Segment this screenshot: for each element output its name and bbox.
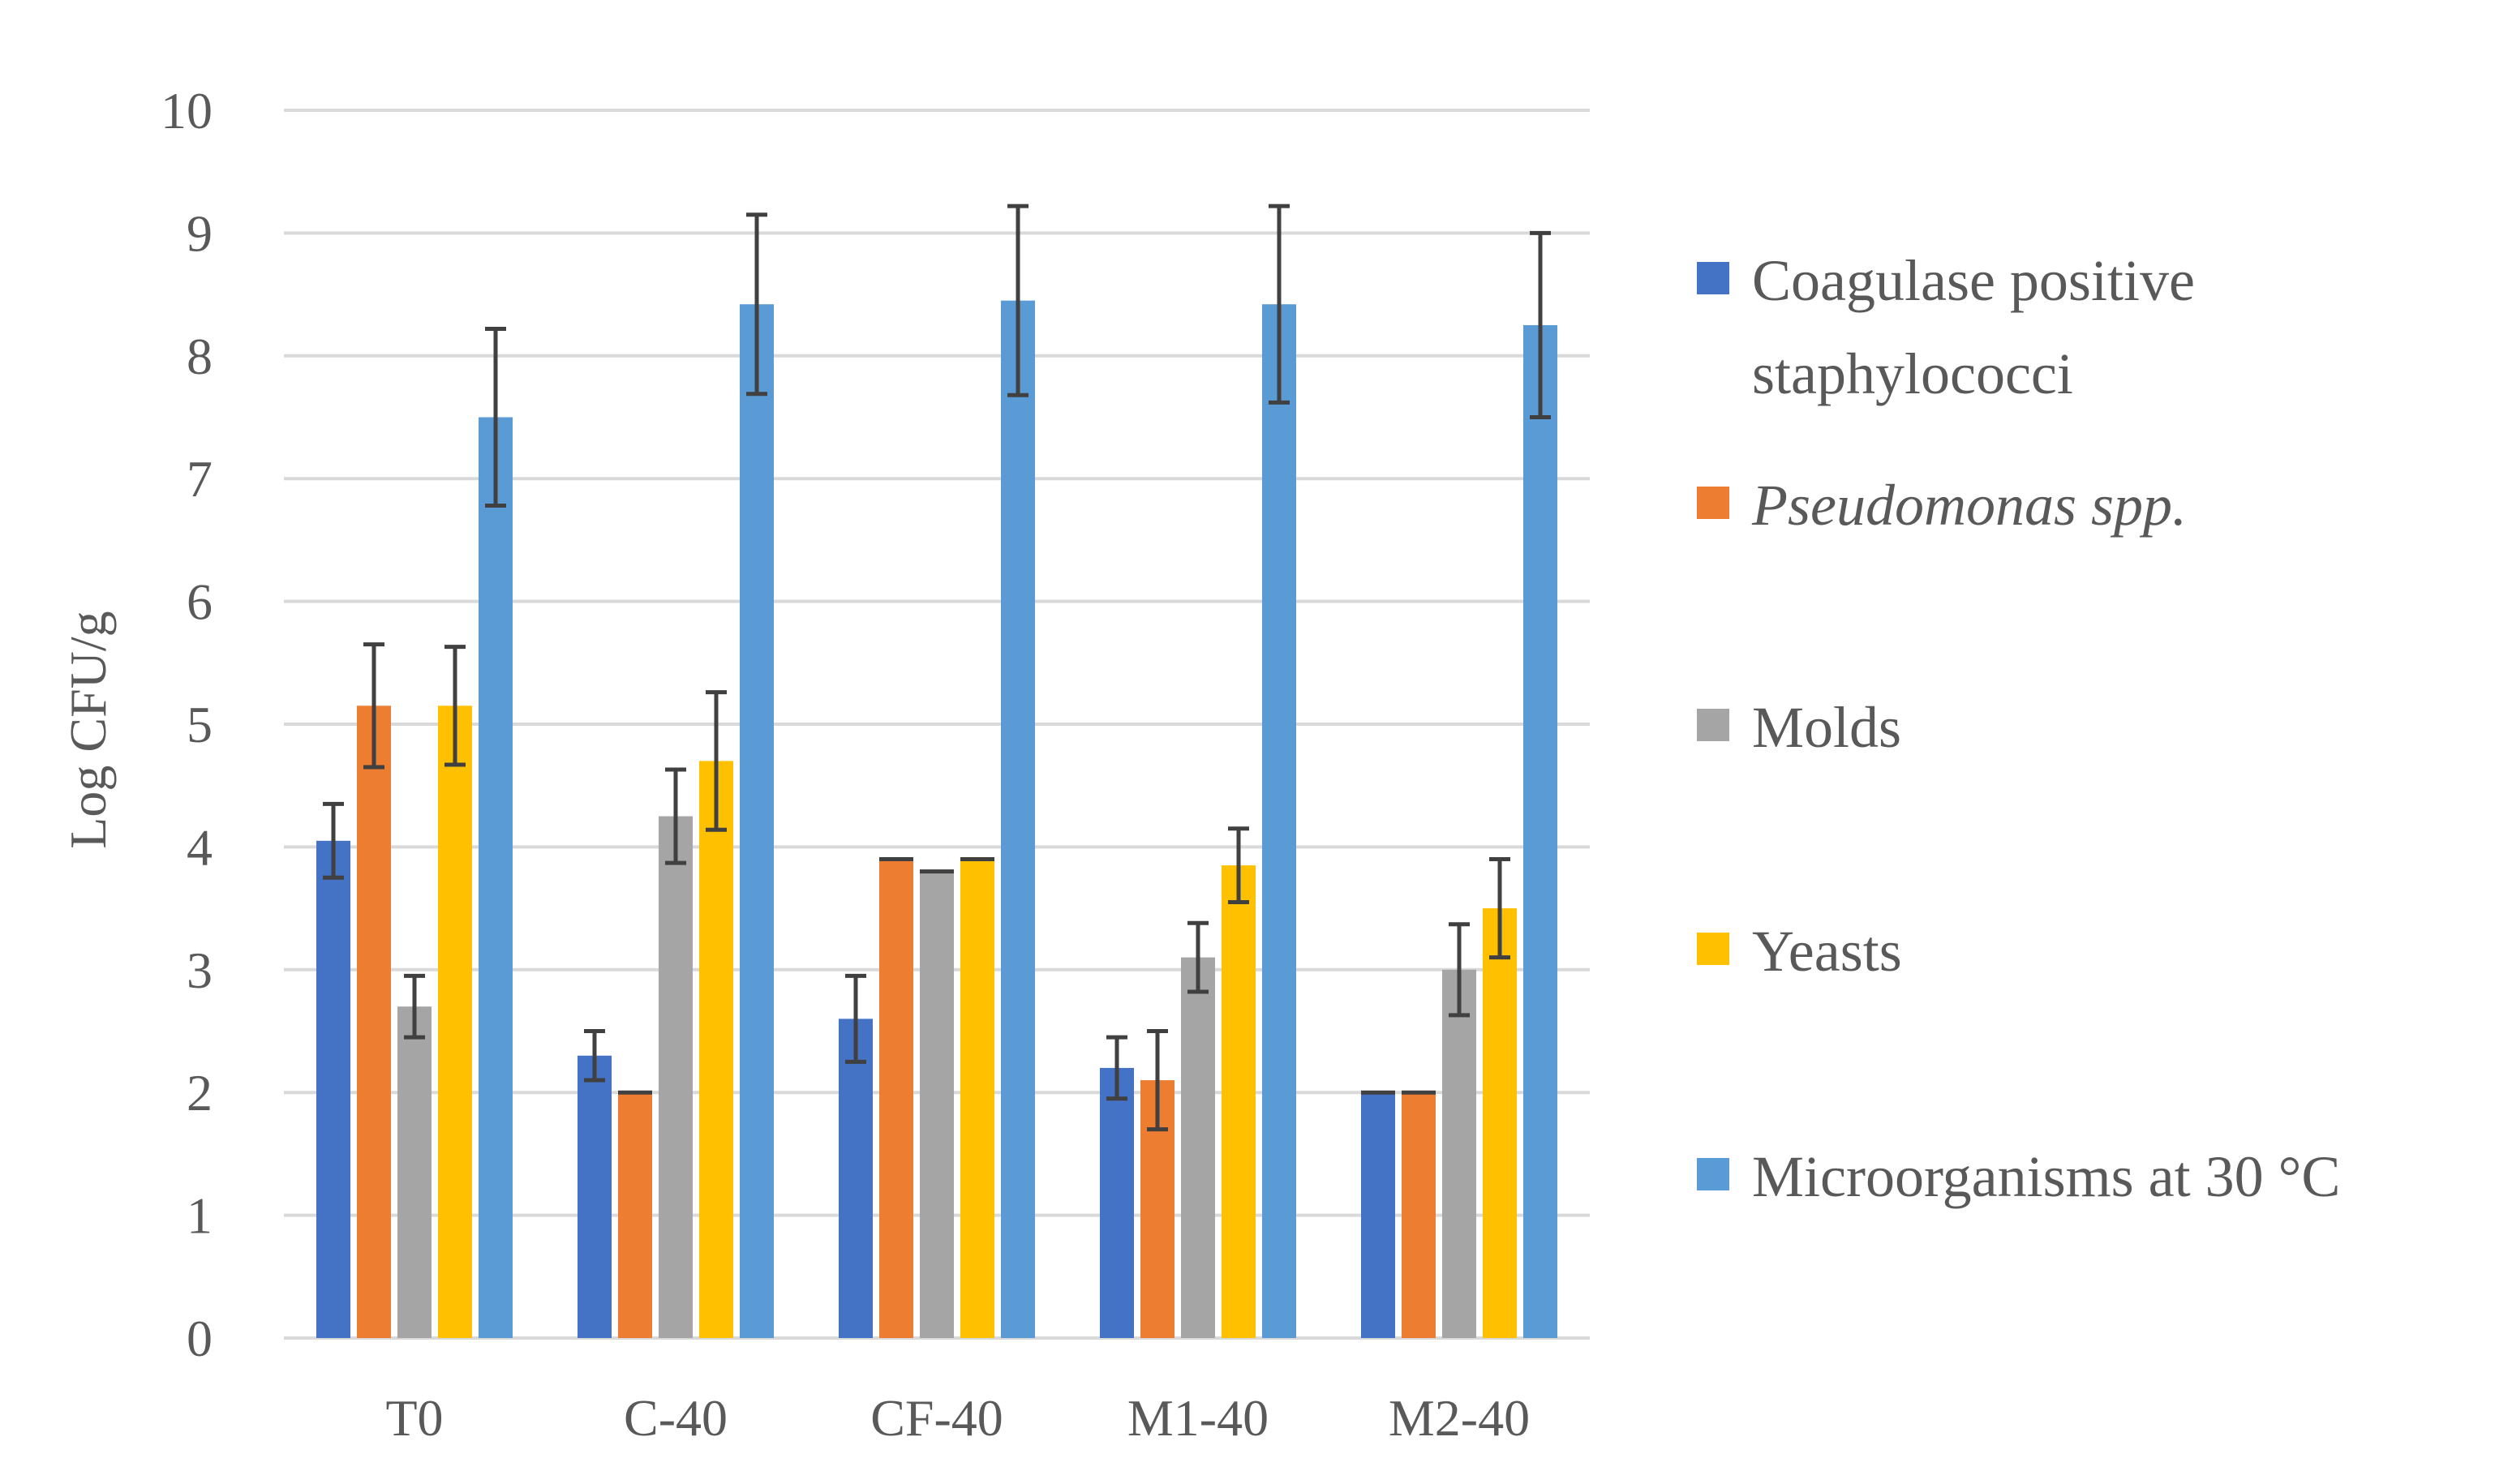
y-tick-label: 4 <box>187 818 213 876</box>
bar <box>1361 1092 1395 1338</box>
bar <box>1001 300 1035 1338</box>
legend-label: Yeasts <box>1752 919 1902 984</box>
legend-swatch <box>1697 709 1729 741</box>
y-tick-label: 2 <box>187 1064 213 1122</box>
x-tick-label: C-40 <box>624 1389 728 1447</box>
y-tick-label: 8 <box>187 328 213 385</box>
y-axis-ticks: 0 1 2 3 4 5 6 7 8 9 10 <box>161 82 213 1367</box>
bar <box>1523 324 1557 1339</box>
bar <box>1100 1067 1134 1338</box>
x-tick-label: M2-40 <box>1389 1389 1530 1447</box>
bar <box>578 1055 612 1338</box>
bar <box>357 706 391 1338</box>
x-tick-label: T0 <box>385 1389 443 1447</box>
error-bars <box>323 204 1551 1132</box>
y-tick-label: 6 <box>187 573 213 631</box>
bar <box>1181 957 1215 1338</box>
y-tick-label: 9 <box>187 204 213 262</box>
legend-label: staphylococci <box>1752 341 2073 406</box>
bar <box>1402 1092 1436 1338</box>
x-tick-label: M1-40 <box>1127 1389 1269 1447</box>
legend-swatch <box>1697 262 1729 294</box>
legend-label: Pseudomonas spp. <box>1751 473 2187 538</box>
legend-swatch <box>1697 487 1729 519</box>
bar <box>1483 908 1517 1338</box>
bar <box>1442 969 1476 1338</box>
x-tick-label: CF-40 <box>870 1389 1003 1447</box>
bar <box>438 706 472 1338</box>
bar <box>699 761 733 1338</box>
bar <box>1262 304 1296 1338</box>
legend-label: Microorganisms at 30 °C <box>1752 1144 2340 1209</box>
bar <box>316 840 350 1338</box>
y-tick-label: 10 <box>161 82 213 139</box>
bar <box>397 1006 432 1338</box>
legend-swatch <box>1697 1158 1729 1190</box>
legend-label: Coagulase positive <box>1752 248 2195 313</box>
y-tick-label: 3 <box>187 941 213 999</box>
bars <box>316 300 1557 1339</box>
bar <box>879 859 913 1338</box>
x-axis-ticks: T0 C-40 CF-40 M1-40 M2-40 <box>385 1389 1530 1447</box>
legend-label: Molds <box>1752 695 1901 760</box>
bar <box>618 1092 652 1338</box>
y-tick-label: 7 <box>187 450 213 508</box>
bar <box>740 304 774 1338</box>
bar <box>839 1019 873 1338</box>
bar <box>920 871 954 1338</box>
y-tick-label: 5 <box>187 696 213 753</box>
legend-swatch <box>1697 933 1729 965</box>
y-axis-label: Log CFU/g <box>59 611 117 848</box>
bar <box>1222 865 1256 1338</box>
legend: Coagulase positive staphylococci Pseudomon… <box>1697 248 2340 1209</box>
y-tick-label: 0 <box>187 1310 213 1367</box>
bar <box>659 816 693 1338</box>
bar <box>960 859 994 1338</box>
y-tick-label: 1 <box>187 1187 213 1245</box>
bar <box>479 417 513 1338</box>
